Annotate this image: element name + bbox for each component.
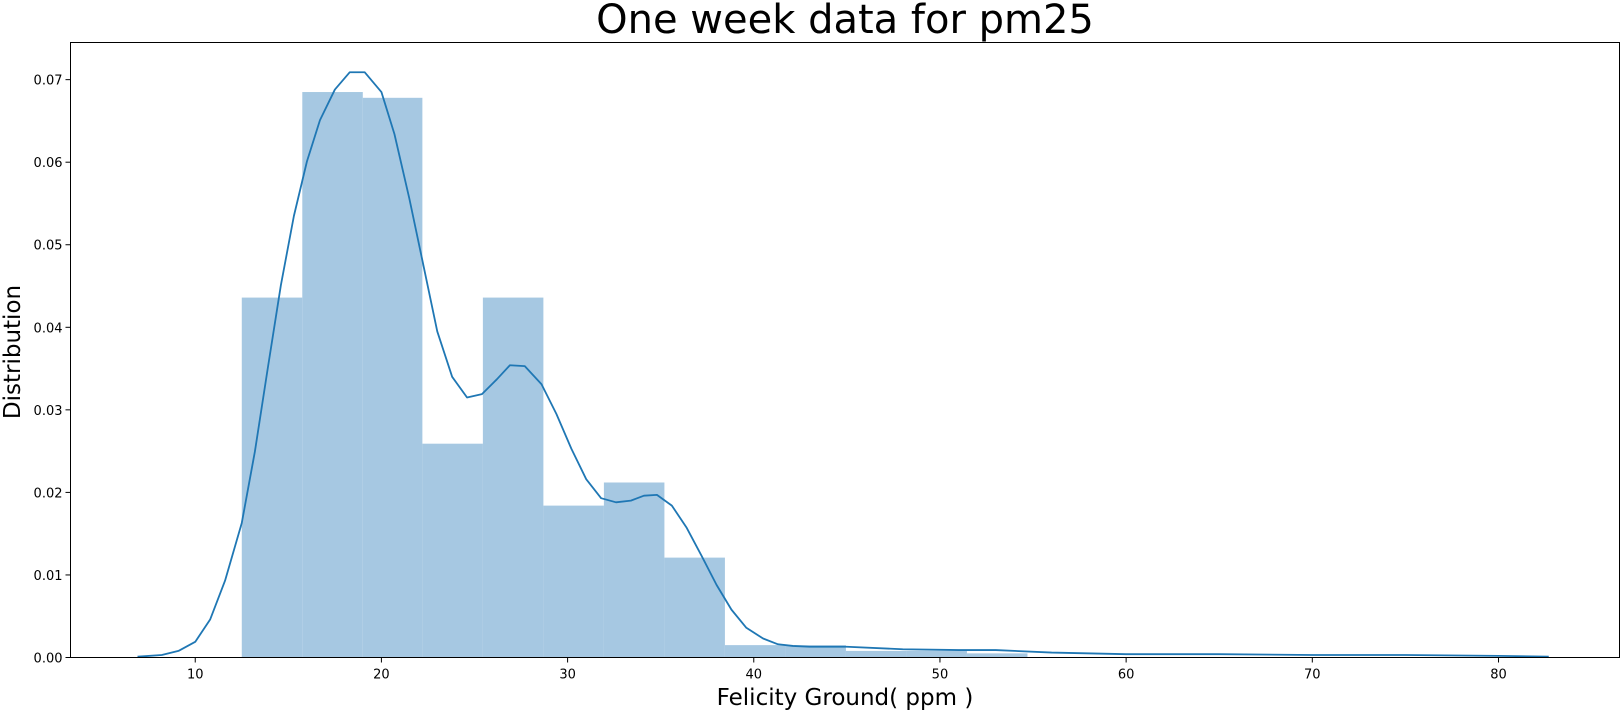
x-tick-label-70: 70: [1304, 668, 1321, 683]
x-tick-label-50: 50: [932, 668, 949, 683]
x-tick-label-80: 80: [1490, 668, 1507, 683]
x-tick-label-40: 40: [745, 668, 762, 683]
histogram-bar-5: [543, 505, 604, 658]
histogram-bar-2: [362, 97, 423, 658]
histogram-bar-1: [302, 92, 363, 658]
chart-title: One week data for pm25: [596, 0, 1094, 43]
histogram-bar-4: [482, 297, 544, 658]
y-axis-label: Distribution: [0, 285, 26, 419]
y-axis-ticks: 0.00 0.01 0.02 0.03 0.04 0.05 0.06 0.07: [34, 74, 71, 667]
y-tick-label-1: 0.01: [34, 569, 63, 584]
histogram-bar-7: [664, 557, 725, 658]
y-tick-label-0: 0.00: [34, 652, 63, 667]
y-tick-label-3: 0.03: [34, 404, 63, 419]
x-axis-ticks: 10 20 30 40 50 60 70 80: [187, 657, 1507, 683]
histogram-bar-10: [845, 650, 907, 658]
x-tick-label-60: 60: [1118, 668, 1135, 683]
histogram-bar-11: [906, 650, 967, 658]
x-tick-label-20: 20: [373, 668, 390, 683]
x-axis-label: Felicity Ground( ppm ): [717, 685, 974, 711]
y-tick-label-4: 0.04: [34, 321, 63, 336]
y-tick-label-5: 0.05: [34, 239, 63, 254]
y-tick-label-7: 0.07: [34, 74, 63, 89]
histogram-bar-6: [603, 482, 665, 658]
y-tick-label-2: 0.02: [34, 486, 63, 501]
histogram-bar-9: [785, 645, 846, 658]
histogram-bar-3: [422, 443, 483, 658]
histogram-bar-8: [724, 645, 786, 658]
histogram-bars: [241, 92, 1028, 658]
histogram-bar-12: [966, 653, 1028, 658]
y-tick-label-6: 0.06: [34, 156, 63, 171]
x-tick-label-30: 30: [559, 668, 576, 683]
x-tick-label-10: 10: [187, 668, 204, 683]
kde-curve: [137, 71, 1549, 658]
kde-line: [137, 71, 1549, 658]
histogram-bar-0: [241, 297, 303, 658]
